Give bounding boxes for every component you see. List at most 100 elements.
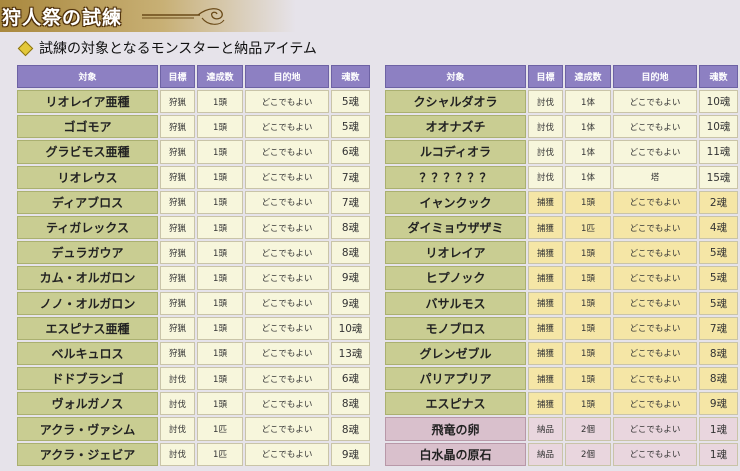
goal-cell: 狩猟	[160, 165, 195, 189]
monster-name: 白水晶の原石	[385, 442, 526, 466]
count-cell: 1頭	[565, 392, 611, 416]
table-row: ディアブロス 狩猟 1頭 どこでもよい 7魂	[17, 190, 370, 214]
souls-cell: 8魂	[699, 367, 738, 391]
souls-cell: 10魂	[699, 90, 738, 114]
goal-cell: 討伐	[160, 367, 195, 391]
destination-cell: 塔	[613, 165, 697, 189]
count-cell: 1頭	[565, 190, 611, 214]
goal-cell: 捕獲	[528, 241, 563, 265]
destination-cell: どこでもよい	[613, 266, 697, 290]
monster-name: ディアブロス	[17, 190, 158, 214]
header-count: 達成数	[197, 65, 243, 88]
count-cell: 1頭	[197, 140, 243, 164]
count-cell: 1頭	[565, 266, 611, 290]
monster-name: クシャルダオラ	[385, 90, 526, 114]
monster-name: 飛竜の卵	[385, 417, 526, 441]
goal-cell: 捕獲	[528, 367, 563, 391]
destination-cell: どこでもよい	[613, 291, 697, 315]
scroll-ornament-icon	[142, 8, 225, 25]
goal-cell: 狩猟	[160, 115, 195, 139]
monster-name: エスピナス	[385, 392, 526, 416]
souls-cell: 10魂	[699, 115, 738, 139]
monster-name: オオナズチ	[385, 115, 526, 139]
monster-name: イャンクック	[385, 190, 526, 214]
souls-cell: 7魂	[331, 165, 370, 189]
monster-name: ノノ・オルガロン	[17, 291, 158, 315]
header-count: 達成数	[565, 65, 611, 88]
table-row: 白水晶の原石 納品 2個 どこでもよい 1魂	[385, 442, 738, 466]
table-row: モノブロス 捕獲 1頭 どこでもよい 7魂	[385, 316, 738, 340]
destination-cell: どこでもよい	[613, 316, 697, 340]
table-row: クシャルダオラ 討伐 1体 どこでもよい 10魂	[385, 90, 738, 114]
monster-name: リオレウス	[17, 165, 158, 189]
table-row: アクラ・ジェビア 討伐 1匹 どこでもよい 9魂	[17, 442, 370, 466]
banner-background	[0, 0, 740, 32]
table-row: エスピナス亜種 狩猟 1頭 どこでもよい 10魂	[17, 316, 370, 340]
count-cell: 1頭	[565, 291, 611, 315]
count-cell: 1体	[565, 115, 611, 139]
destination-cell: どこでもよい	[245, 165, 329, 189]
header-destination: 目的地	[613, 65, 697, 88]
souls-cell: 13魂	[331, 341, 370, 366]
souls-cell: 8魂	[331, 417, 370, 441]
souls-cell: 6魂	[331, 140, 370, 164]
monster-name: ルコディオラ	[385, 140, 526, 164]
destination-cell: どこでもよい	[613, 392, 697, 416]
monster-name: ダイミョウザザミ	[385, 215, 526, 240]
count-cell: 1頭	[197, 90, 243, 114]
souls-cell: 8魂	[331, 392, 370, 416]
count-cell: 1頭	[197, 241, 243, 265]
souls-cell: 5魂	[331, 90, 370, 114]
goal-cell: 討伐	[528, 165, 563, 189]
monster-name: ティガレックス	[17, 215, 158, 240]
goal-cell: 納品	[528, 417, 563, 441]
count-cell: 1体	[565, 140, 611, 164]
count-cell: 1頭	[197, 367, 243, 391]
page-title: 狩人祭の試練	[2, 7, 123, 29]
header-row: 対象 目標 達成数 目的地 魂数	[17, 65, 370, 88]
goal-cell: 狩猟	[160, 316, 195, 340]
goal-cell: 狩猟	[160, 215, 195, 240]
souls-cell: 8魂	[331, 215, 370, 240]
destination-cell: どこでもよい	[245, 140, 329, 164]
count-cell: 1体	[565, 165, 611, 189]
header-souls: 魂数	[331, 65, 370, 88]
goal-cell: 狩猟	[160, 90, 195, 114]
destination-cell: どこでもよい	[613, 442, 697, 466]
monster-name: エスピナス亜種	[17, 316, 158, 340]
monster-name: ドドブランゴ	[17, 367, 158, 391]
goal-cell: 捕獲	[528, 392, 563, 416]
goal-cell: 討伐	[528, 90, 563, 114]
count-cell: 1匹	[565, 215, 611, 240]
header-destination: 目的地	[245, 65, 329, 88]
diamond-bullet-icon	[17, 40, 34, 56]
destination-cell: どこでもよい	[245, 316, 329, 340]
souls-cell: 1魂	[699, 442, 738, 466]
right-table: 対象 目標 達成数 目的地 魂数 クシャルダオラ 討伐 1体 どこでもよい 10魂 オオナ…	[383, 63, 740, 468]
souls-cell: 8魂	[699, 341, 738, 366]
destination-cell: どこでもよい	[613, 90, 697, 114]
table-row: バサルモス 捕獲 1頭 どこでもよい 5魂	[385, 291, 738, 315]
goal-cell: 狩猟	[160, 190, 195, 214]
table-row: アクラ・ヴァシム 討伐 1匹 どこでもよい 8魂	[17, 417, 370, 441]
monster-name: ？？？？？？	[385, 165, 526, 189]
souls-cell: 11魂	[699, 140, 738, 164]
monster-name: リオレイア	[385, 241, 526, 265]
goal-cell: 狩猟	[160, 241, 195, 265]
count-cell: 2個	[565, 417, 611, 441]
count-cell: 1頭	[197, 190, 243, 214]
table-row: ？？？？？？ 討伐 1体塔 15魂	[385, 165, 738, 189]
table-row: リオレイア 捕獲 1頭 どこでもよい 5魂	[385, 241, 738, 265]
monster-name: モノブロス	[385, 316, 526, 340]
goal-cell: 狩猟	[160, 266, 195, 290]
souls-cell: 9魂	[331, 266, 370, 290]
goal-cell: 討伐	[160, 442, 195, 466]
header-goal: 目標	[160, 65, 195, 88]
count-cell: 1頭	[197, 165, 243, 189]
table-row: グレンゼブル 捕獲 1頭 どこでもよい 8魂	[385, 341, 738, 366]
destination-cell: どこでもよい	[245, 367, 329, 391]
table-row: ノノ・オルガロン 狩猟 1頭 どこでもよい 9魂	[17, 291, 370, 315]
goal-cell: 捕獲	[528, 316, 563, 340]
goal-cell: 捕獲	[528, 266, 563, 290]
destination-cell: どこでもよい	[245, 190, 329, 214]
